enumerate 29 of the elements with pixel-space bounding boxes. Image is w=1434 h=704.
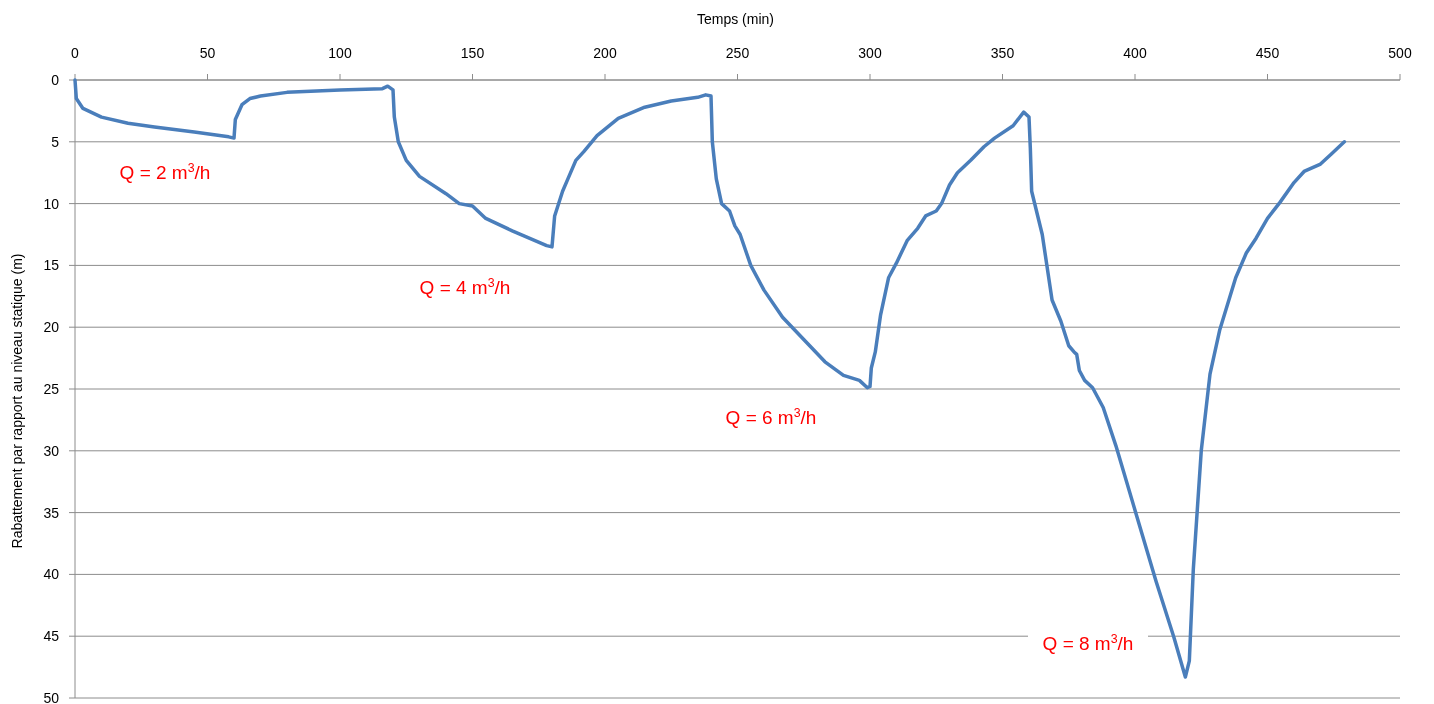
y-tick-label: 10: [43, 195, 60, 212]
y-tick-label: 40: [43, 566, 60, 583]
y-tick-label: 5: [51, 133, 60, 150]
x-tick-label: 300: [858, 45, 882, 61]
annotation: Q = 2 m$^{3}$/h: [119, 160, 211, 183]
line-series: [73, 78, 1347, 679]
x-tick-label: 0: [71, 45, 80, 61]
annotation: Q = 6 m$^{3}$/h: [725, 405, 817, 428]
x-tick-label: 350: [990, 45, 1015, 61]
y-tick-label: 15: [43, 257, 60, 274]
x-tick-label: 400: [1123, 45, 1147, 61]
x-tick-label: 150: [460, 45, 485, 61]
x-tick-label: 500: [1388, 45, 1412, 61]
x-tick-label: 250: [725, 45, 750, 61]
x-tick-label: 450: [1255, 45, 1280, 61]
x-tick-label: 100: [328, 45, 352, 61]
y-tick-label: 30: [43, 442, 60, 459]
y-tick-label: 45: [43, 628, 60, 645]
y-tick-label: 50: [43, 689, 60, 704]
y-tick-label: 20: [43, 319, 60, 336]
annotation: Q = 4 m$^{3}$/h: [419, 275, 511, 298]
x-tick-label: 50: [199, 45, 216, 61]
annotation: Q = 8 m$^{3}$/h: [1042, 631, 1134, 654]
y-tick-label: 25: [43, 380, 60, 397]
y-tick-label: 0: [51, 71, 60, 88]
x-axis-title: Temps (min): [696, 11, 775, 27]
x-tick-label: 200: [593, 45, 617, 61]
y-tick-label: 35: [43, 504, 60, 521]
y-axis-title: Rabattement par rapport au niveau statique (m): [9, 253, 25, 549]
